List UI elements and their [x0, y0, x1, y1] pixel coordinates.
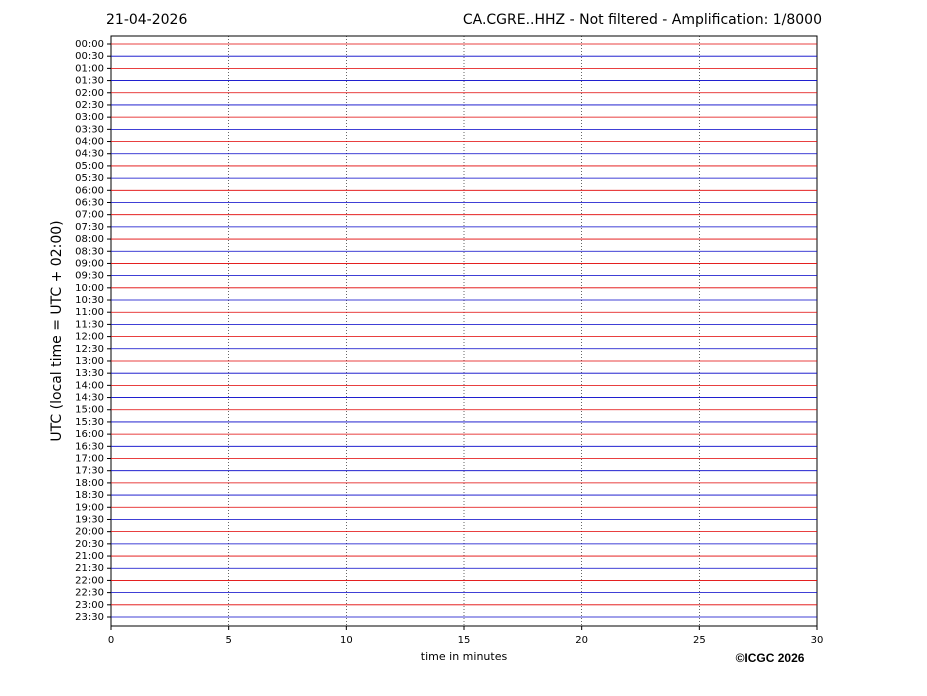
x-tick-label: 20 [575, 635, 588, 646]
y-tick-label: 11:30 [75, 319, 104, 330]
date: 21-04-2026 [106, 12, 187, 28]
y-tick-label: 06:30 [75, 197, 104, 208]
x-tick-label: 5 [225, 635, 231, 646]
y-axis-label: UTC (local time = UTC + 02:00) [49, 220, 65, 441]
x-axis-label: time in minutes [421, 650, 508, 663]
y-tick-label: 22:00 [75, 575, 104, 586]
y-tick-label: 13:30 [75, 368, 104, 379]
y-tick-label: 17:30 [75, 466, 104, 477]
y-tick-label: 20:30 [75, 539, 104, 550]
y-tick-label: 16:30 [75, 441, 104, 452]
y-tick-label: 04:00 [75, 137, 104, 148]
y-tick-label: 12:00 [75, 332, 104, 343]
y-tick-label: 07:00 [75, 210, 104, 221]
y-tick-label: 16:00 [75, 429, 104, 440]
copyright: ©ICGC 2026 [736, 651, 805, 665]
y-tick-label: 10:30 [75, 295, 104, 306]
y-tick-label: 18:30 [75, 490, 104, 501]
y-tick-label: 01:30 [75, 76, 104, 87]
y-tick-label: 10:00 [75, 283, 104, 294]
x-tick-label: 10 [340, 635, 353, 646]
y-tick-label: 23:00 [75, 600, 104, 611]
y-tick-label: 08:30 [75, 246, 104, 257]
y-tick-label: 06:00 [75, 185, 104, 196]
y-tick-label: 00:00 [75, 39, 104, 50]
y-tick-label: 01:00 [75, 63, 104, 74]
y-tick-label: 17:00 [75, 454, 104, 465]
y-tick-label: 14:30 [75, 393, 104, 404]
y-tick-label: 03:30 [75, 124, 104, 135]
y-tick-label: 22:30 [75, 588, 104, 599]
y-tick-label: 11:00 [75, 307, 104, 318]
x-tick-label: 15 [458, 635, 471, 646]
y-tick-label: 09:00 [75, 258, 104, 269]
y-tick-label: 21:30 [75, 563, 104, 574]
y-tick-label: 12:30 [75, 344, 104, 355]
y-tick-label: 19:00 [75, 502, 104, 513]
y-tick-label: 15:00 [75, 405, 104, 416]
y-tick-label: 00:30 [75, 51, 104, 62]
x-tick-label: 30 [811, 635, 824, 646]
y-tick-label: 03:00 [75, 112, 104, 123]
y-tick-label: 15:30 [75, 417, 104, 428]
chart-title: CA.CGRE..HHZ - Not filtered - Amplificat… [463, 12, 822, 28]
y-tick-label: 21:00 [75, 551, 104, 562]
y-tick-label: 23:30 [75, 612, 104, 623]
y-tick-label: 19:30 [75, 514, 104, 525]
y-tick-label: 05:30 [75, 173, 104, 184]
y-tick-label: 02:30 [75, 100, 104, 111]
y-tick-label: 20:00 [75, 527, 104, 538]
y-tick-label: 18:00 [75, 478, 104, 489]
y-tick-label: 09:30 [75, 271, 104, 282]
x-tick-label: 25 [693, 635, 706, 646]
y-tick-label: 04:30 [75, 149, 104, 160]
y-tick-label: 05:00 [75, 161, 104, 172]
y-tick-label: 13:00 [75, 356, 104, 367]
y-tick-label: 07:30 [75, 222, 104, 233]
x-tick-label: 0 [108, 635, 114, 646]
y-tick-label: 02:00 [75, 88, 104, 99]
y-tick-label: 14:00 [75, 380, 104, 391]
y-tick-label: 08:00 [75, 234, 104, 245]
